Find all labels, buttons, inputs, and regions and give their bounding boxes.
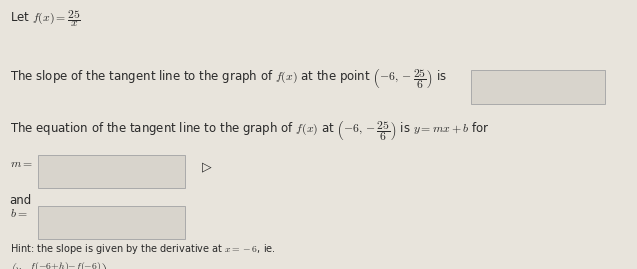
Text: $b =$: $b =$ [10, 207, 27, 220]
Text: The slope of the tangent line to the graph of $f(x)$ at the point $\left(-6, -\d: The slope of the tangent line to the gra… [10, 67, 447, 91]
Text: and: and [10, 194, 32, 207]
FancyBboxPatch shape [38, 155, 185, 188]
Text: $\rhd$: $\rhd$ [201, 161, 212, 175]
FancyBboxPatch shape [38, 206, 185, 239]
Text: $\left(\lim_{h\to 0} \dfrac{f(-6+h)-f(-6)}{h}\right)$: $\left(\lim_{h\to 0} \dfrac{f(-6+h)-f(-6… [10, 261, 107, 269]
Text: Hint: the slope is given by the derivative at $x = -6$, ie.: Hint: the slope is given by the derivati… [10, 242, 275, 256]
Text: $m =$: $m =$ [10, 157, 32, 170]
Text: The equation of the tangent line to the graph of $f(x)$ at $\left(-6, -\dfrac{25: The equation of the tangent line to the … [10, 120, 489, 143]
Text: Let $f(x) = \dfrac{25}{x}$: Let $f(x) = \dfrac{25}{x}$ [10, 8, 80, 29]
FancyBboxPatch shape [471, 70, 605, 104]
